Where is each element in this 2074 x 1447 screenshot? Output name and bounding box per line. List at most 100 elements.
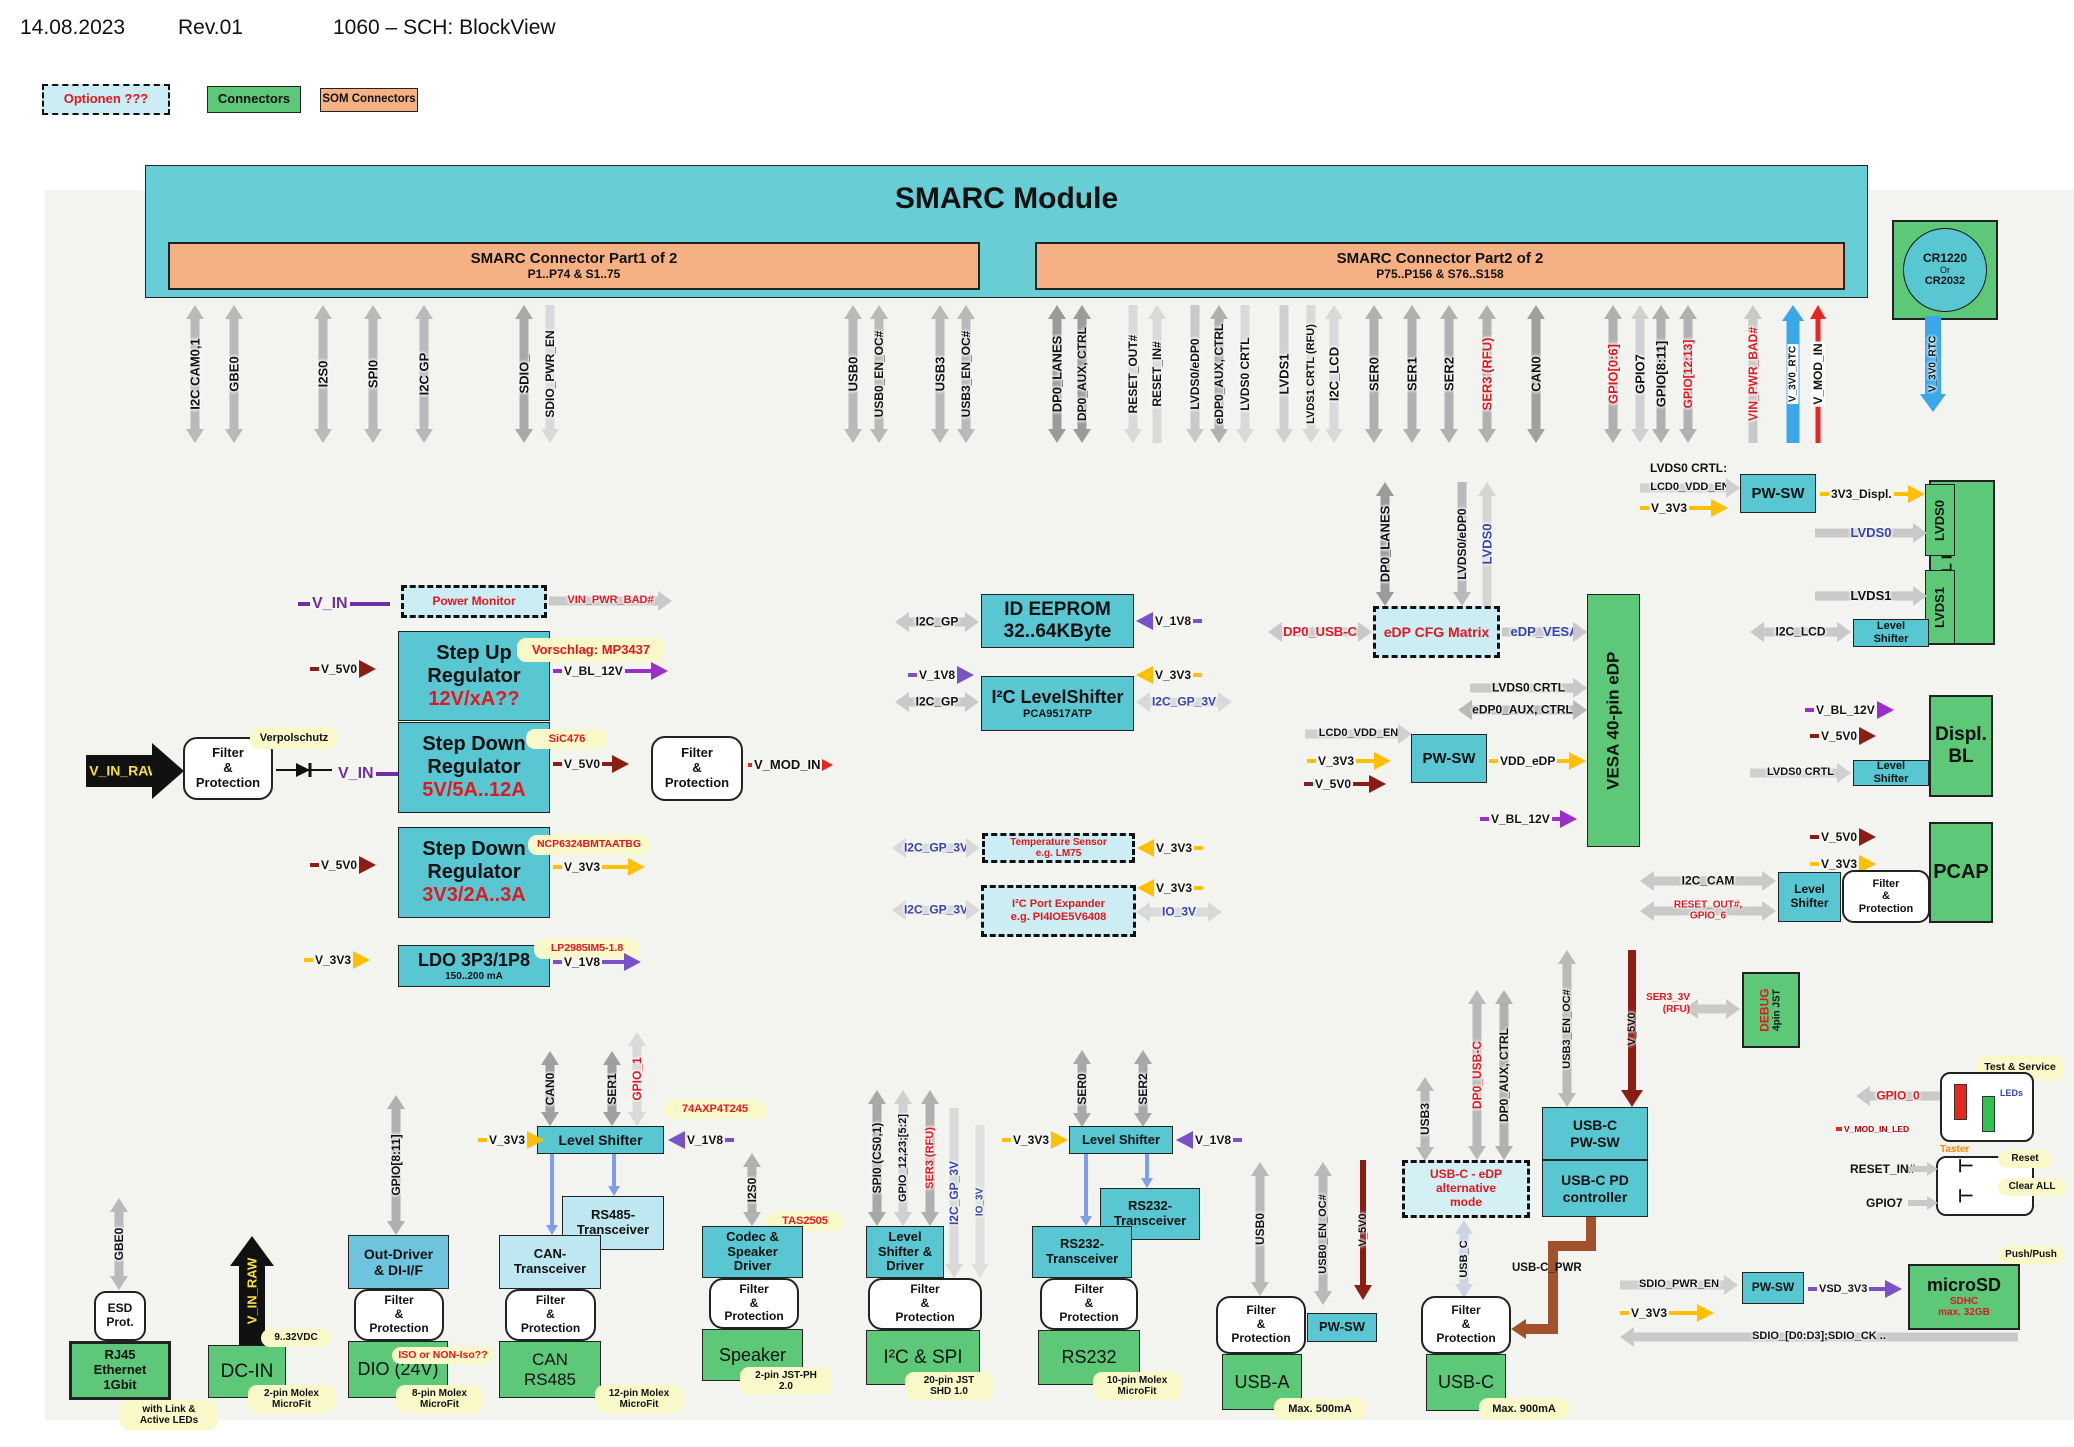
gpio7-label: GPIO7 xyxy=(1866,1196,1903,1210)
wire xyxy=(1551,817,1560,821)
lvds0-crtl-heading: LVDS0 CRTL: xyxy=(1650,461,1728,475)
v3v3-feed-temp: V_3V3 xyxy=(1137,839,1203,857)
signal-ser2: SER2 xyxy=(1441,305,1457,443)
v1v8-feed-ls-rs232: V_1V8 xyxy=(1176,1131,1242,1149)
v-in-wire-label: V_IN xyxy=(298,595,390,613)
legend-som-connectors: SOM Connectors xyxy=(320,88,418,112)
signal-gpio0-6: GPIO[0:6] xyxy=(1605,305,1621,443)
level-shifter-driver: Level Shifter & Driver xyxy=(866,1226,944,1278)
filter-protection-vmod: Filter & Protection xyxy=(651,736,743,801)
note-push-push: Push/Push xyxy=(1998,1246,2064,1264)
gpio1-arrow: GPIO_1 xyxy=(629,1032,645,1126)
note-can-part: 74AXP4T245 xyxy=(663,1100,767,1119)
level-shifter-lvds: Level Shifter xyxy=(1853,619,1929,647)
wire xyxy=(602,865,629,869)
usb3-usbc-arrow: USB3 xyxy=(1417,1077,1433,1161)
gpio12-23-arrow: GPIO_12,23;[5:2] xyxy=(895,1090,911,1226)
rj45-connector: RJ45 Ethernet 1Gbit xyxy=(69,1341,171,1400)
dp0-usbc-arrow: DP0_USB-C xyxy=(1268,618,1372,646)
signal-gpio12-13: GPIO[12:13] xyxy=(1680,305,1696,443)
io-3v-arrow: IO_3V xyxy=(1136,899,1222,925)
temperature-sensor: Temperature Sensor e.g. LM75 xyxy=(982,833,1135,863)
debug-connector: DEBUG 4pin JST xyxy=(1742,972,1800,1048)
edp-vesa-arrow: eDP_VESA xyxy=(1502,618,1587,646)
red-led-icon xyxy=(1954,1084,1967,1120)
vin-pwr-bad-arrow: VIN_PWR_BAD# xyxy=(549,590,672,612)
i2c-gp-eeprom-arrow: I2C_GP xyxy=(895,610,979,634)
v5v0-feed-pwsw-edp: V_5V0 xyxy=(1304,775,1386,793)
step-down-regulator-5v: Step Down Regulator 5V/5A..12A xyxy=(398,722,550,813)
note-rs232-connector: 10-pin Molex MicroFit xyxy=(1093,1372,1181,1400)
note-usbc-max: Max. 900mA xyxy=(1479,1398,1569,1420)
lvds1-connector: LVDS1 xyxy=(1925,570,1955,644)
sdio-bus-arrow: SDIO_[D0:D3];SDIO_CK .. xyxy=(1620,1324,2018,1350)
signal-ser0: SER0 xyxy=(1366,305,1382,443)
v3v3-feed-lshifter: V_3V3 xyxy=(1136,666,1202,684)
codec-speaker-driver: Codec & Speaker Driver xyxy=(702,1226,803,1278)
legend-connectors: Connectors xyxy=(207,86,301,113)
usb-c-pwr-arrowhead xyxy=(1511,1318,1558,1340)
pw-sw-usba: PW-SW xyxy=(1307,1313,1377,1342)
v-bl-12v-feed-displ: V_BL_12V xyxy=(1805,701,1894,719)
display-backlight-connector: Displ. BL xyxy=(1929,695,1993,797)
lvds1-lane-arrow: LVDS1 xyxy=(1815,584,1927,608)
wire xyxy=(1869,1287,1886,1291)
ser0-rs232-arrow: SER0 xyxy=(1074,1050,1090,1127)
level-shifter-displ: Level Shifter xyxy=(1853,760,1929,786)
rs485-transceiver: RS485- Transceiver xyxy=(562,1196,664,1250)
filter-protection-i2cspi: Filter & Protection xyxy=(868,1278,982,1330)
esd-protection: ESD Prot. xyxy=(94,1291,146,1341)
io-3v-down-arrow: IO_3V xyxy=(972,1125,988,1278)
usb0-en-oc-arrow: USB0_EN_OC# xyxy=(1315,1162,1331,1305)
signal-sdio-pwr-en: SDIO_PWR_EN xyxy=(542,305,558,443)
doc-date: 14.08.2023 xyxy=(20,16,126,39)
usbc-pw-sw: USB-C PW-SW xyxy=(1542,1107,1648,1160)
usbc-pd-controller: USB-C PD controller xyxy=(1542,1160,1648,1217)
wire xyxy=(1557,759,1570,763)
ldo-regulator: LDO 3P3/1P8 150..200 mA xyxy=(398,945,550,987)
page-title: 1060 – SCH: BlockView xyxy=(333,16,556,39)
filter-protection-speaker: Filter & Protection xyxy=(709,1278,799,1329)
i2s0-arrow: I2S0 xyxy=(744,1153,760,1226)
signal-i2c-cam01: I2C CAM0,1 xyxy=(187,305,203,443)
lvds0-lane-arrow: LVDS0 xyxy=(1815,521,1927,545)
smarc-connector-part2: SMARC Connector Part2 of 2 P75..P156 & S7… xyxy=(1035,242,1845,290)
gpio8-11-dio-arrow: GPIO[8:11] xyxy=(388,1095,404,1235)
lcd0-vdd-en-lvds-arrow: LCD0_VDD_EN xyxy=(1640,478,1740,498)
wire xyxy=(1893,492,1908,496)
wire xyxy=(602,960,625,964)
gbe0-arrow: GBE0 xyxy=(111,1198,127,1290)
displ-3v3-output: 3V3_Displ. xyxy=(1820,485,1925,503)
legend-optionen: Optionen ??? xyxy=(42,84,170,115)
can0-arrow: CAN0 xyxy=(542,1051,558,1126)
v3v3-output: V_3V3 xyxy=(553,858,645,876)
usb3-en-oc-vert-arrow: USB3_EN_OC# xyxy=(1559,950,1575,1107)
note-sd3-part: NCP6324BMTAATBG xyxy=(528,835,650,855)
note-clear-all: Clear ALL xyxy=(1998,1178,2066,1196)
signal-reset-in: RESET_IN# xyxy=(1149,305,1165,443)
sdio-pwr-en-arrow: SDIO_PWR_EN xyxy=(1620,1274,1738,1296)
wire xyxy=(624,669,651,673)
switch-icon: ⊢ xyxy=(1958,1186,1974,1206)
v3v3-feed-pcap: V_3V3 xyxy=(1810,855,1876,873)
signal-ser3-rfu: SER3 (RFU) xyxy=(1479,305,1495,443)
lvds0-connector: LVDS0 xyxy=(1925,484,1955,556)
dp0-lanes-arrow: DP0_LANES xyxy=(1377,482,1393,606)
v3v3-feed-sd-pwsw: V_3V3 xyxy=(1620,1304,1714,1322)
rs232-connector: RS232 xyxy=(1038,1330,1140,1385)
filter-protection-dio: Filter & Protection xyxy=(354,1289,444,1341)
lvds0-up-arrow: LVDS0 xyxy=(1479,482,1495,606)
signal-dp0-aux-ctrl: DP0_AUX, CTRL xyxy=(1074,305,1090,443)
level-shifter-pcap: Level Shifter xyxy=(1778,872,1841,922)
can-transceiver: CAN- Transceiver xyxy=(499,1235,601,1289)
pw-sw-edp: PW-SW xyxy=(1411,734,1487,783)
step-down-regulator-3v3: Step Down Regulator 3V3/2A..3A xyxy=(398,827,550,918)
wire xyxy=(602,762,613,766)
v1v8-feed-eeprom: V_1V8 xyxy=(1136,612,1202,630)
usb-c-connector: USB-C xyxy=(1426,1354,1506,1411)
level-shifter-can: Level Shifter xyxy=(537,1126,664,1154)
reset-in-arrow xyxy=(1908,1160,1938,1178)
v3v3-feed-ldo: V_3V3 xyxy=(304,951,370,969)
signal-dp0-lanes: DP0_LANES xyxy=(1049,305,1065,443)
